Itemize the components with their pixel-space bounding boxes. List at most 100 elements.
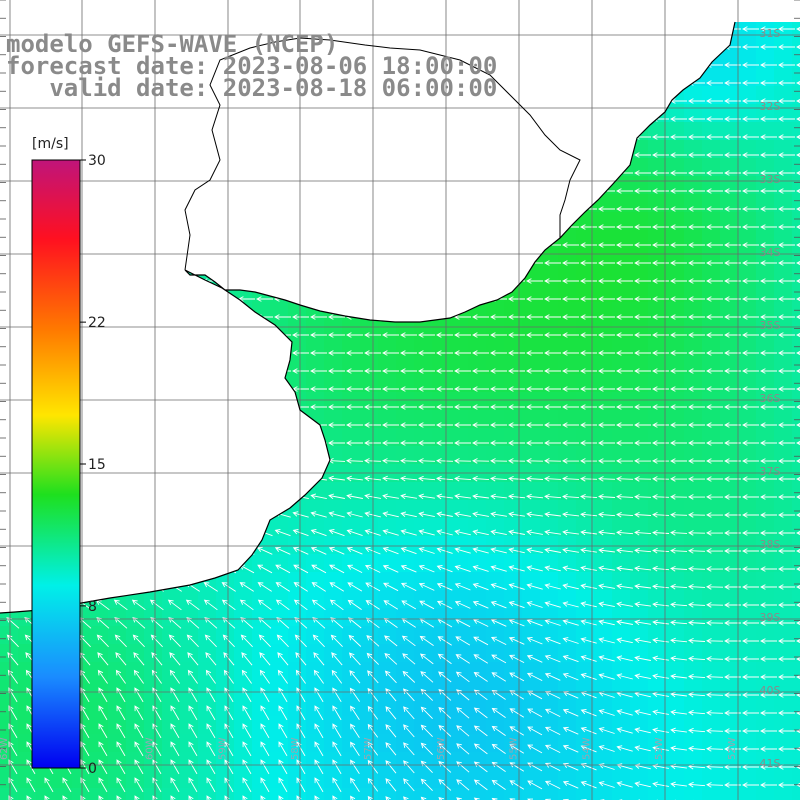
wind-arrow bbox=[742, 188, 759, 194]
wind-arrow bbox=[420, 724, 433, 738]
longitude-label: 52W bbox=[727, 737, 738, 760]
wind-cell bbox=[540, 266, 559, 285]
longitude-label: 57W bbox=[363, 737, 374, 760]
wind-arrow bbox=[778, 386, 795, 392]
wind-arrow bbox=[97, 652, 109, 666]
wind-cell bbox=[270, 554, 289, 573]
wind-cell bbox=[198, 590, 217, 609]
wind-arrow bbox=[706, 80, 723, 86]
wind-arrow bbox=[98, 795, 108, 800]
wind-arrow bbox=[634, 673, 651, 680]
wind-cell bbox=[288, 608, 307, 627]
wind-cell bbox=[342, 590, 361, 609]
wind-arrow bbox=[670, 619, 688, 626]
wind-arrow bbox=[742, 224, 759, 230]
wind-arrow bbox=[562, 547, 579, 554]
wind-cell bbox=[270, 626, 289, 645]
wind-cell bbox=[774, 68, 793, 87]
wind-cell bbox=[432, 608, 451, 627]
wind-cell bbox=[558, 374, 577, 393]
wind-arrow bbox=[580, 350, 597, 356]
wind-arrow bbox=[688, 601, 706, 608]
wind-arrow bbox=[760, 80, 777, 86]
wind-cell bbox=[180, 788, 199, 800]
wind-cell bbox=[666, 248, 685, 267]
wind-cell bbox=[756, 554, 775, 573]
wind-cell bbox=[630, 788, 649, 800]
wind-cell bbox=[738, 320, 757, 339]
wind-arrow bbox=[438, 796, 452, 800]
wind-arrow bbox=[508, 296, 525, 302]
wind-cell bbox=[288, 320, 307, 339]
wind-cell bbox=[522, 770, 541, 789]
wind-cell bbox=[738, 302, 757, 321]
wind-arrow bbox=[688, 98, 705, 104]
wind-cell bbox=[360, 518, 379, 537]
wind-arrow bbox=[114, 617, 128, 629]
wind-cell bbox=[594, 752, 613, 771]
wind-arrow bbox=[580, 511, 598, 518]
wind-cell bbox=[612, 194, 631, 213]
wind-cell bbox=[72, 788, 91, 800]
wind-cell bbox=[216, 608, 235, 627]
wind-cell bbox=[684, 554, 703, 573]
wind-cell bbox=[738, 482, 757, 501]
wind-arrow bbox=[760, 566, 777, 572]
wind-cell bbox=[558, 554, 577, 573]
wind-cell bbox=[792, 554, 800, 573]
wind-cell bbox=[468, 698, 487, 717]
wind-arrow bbox=[742, 386, 759, 392]
wind-arrow bbox=[526, 654, 543, 663]
wind-cell bbox=[774, 734, 793, 753]
wind-arrow bbox=[742, 116, 759, 122]
wind-arrow bbox=[346, 440, 363, 446]
wind-cell bbox=[414, 644, 433, 663]
wind-cell bbox=[792, 158, 800, 177]
wind-cell bbox=[378, 446, 397, 465]
wind-arrow bbox=[706, 602, 724, 608]
wind-cell bbox=[648, 248, 667, 267]
wind-arrow bbox=[562, 565, 579, 572]
wind-cell bbox=[756, 770, 775, 789]
wind-cell bbox=[666, 230, 685, 249]
wind-cell bbox=[360, 446, 379, 465]
wind-arrow bbox=[472, 440, 489, 446]
wind-cell bbox=[414, 680, 433, 699]
wind-cell bbox=[630, 374, 649, 393]
wind-arrow bbox=[332, 795, 342, 800]
wind-cell bbox=[666, 104, 685, 123]
wind-cell bbox=[594, 716, 613, 735]
wind-arrow bbox=[436, 368, 453, 374]
wind-arrow bbox=[616, 547, 634, 554]
wind-cell bbox=[450, 428, 469, 447]
wind-cell bbox=[756, 320, 775, 339]
wind-cell bbox=[558, 392, 577, 411]
wind-cell bbox=[594, 500, 613, 519]
wind-cell bbox=[774, 158, 793, 177]
wind-cell bbox=[702, 68, 721, 87]
wind-cell bbox=[504, 662, 523, 681]
wind-arrow bbox=[98, 705, 108, 721]
wind-cell bbox=[720, 536, 739, 555]
wind-cell bbox=[738, 22, 757, 33]
wind-arrow bbox=[616, 458, 634, 464]
wind-arrow bbox=[418, 529, 435, 536]
wind-cell bbox=[450, 698, 469, 717]
wind-cell bbox=[558, 788, 577, 800]
wind-arrow bbox=[310, 493, 327, 500]
wind-cell bbox=[792, 734, 800, 753]
wind-arrow bbox=[706, 440, 723, 446]
wind-arrow bbox=[206, 777, 216, 793]
colorbar-tick-label: 30 bbox=[88, 153, 106, 169]
wind-cell bbox=[774, 284, 793, 303]
wind-arrow bbox=[544, 726, 561, 736]
wind-cell bbox=[756, 752, 775, 771]
wind-cell bbox=[414, 608, 433, 627]
wind-arrow bbox=[616, 493, 634, 500]
wind-cell bbox=[576, 284, 595, 303]
wind-arrow bbox=[490, 314, 507, 320]
wind-cell bbox=[720, 140, 739, 159]
wind-arrow bbox=[149, 599, 164, 611]
wind-cell bbox=[702, 536, 721, 555]
wind-arrow bbox=[170, 741, 180, 757]
